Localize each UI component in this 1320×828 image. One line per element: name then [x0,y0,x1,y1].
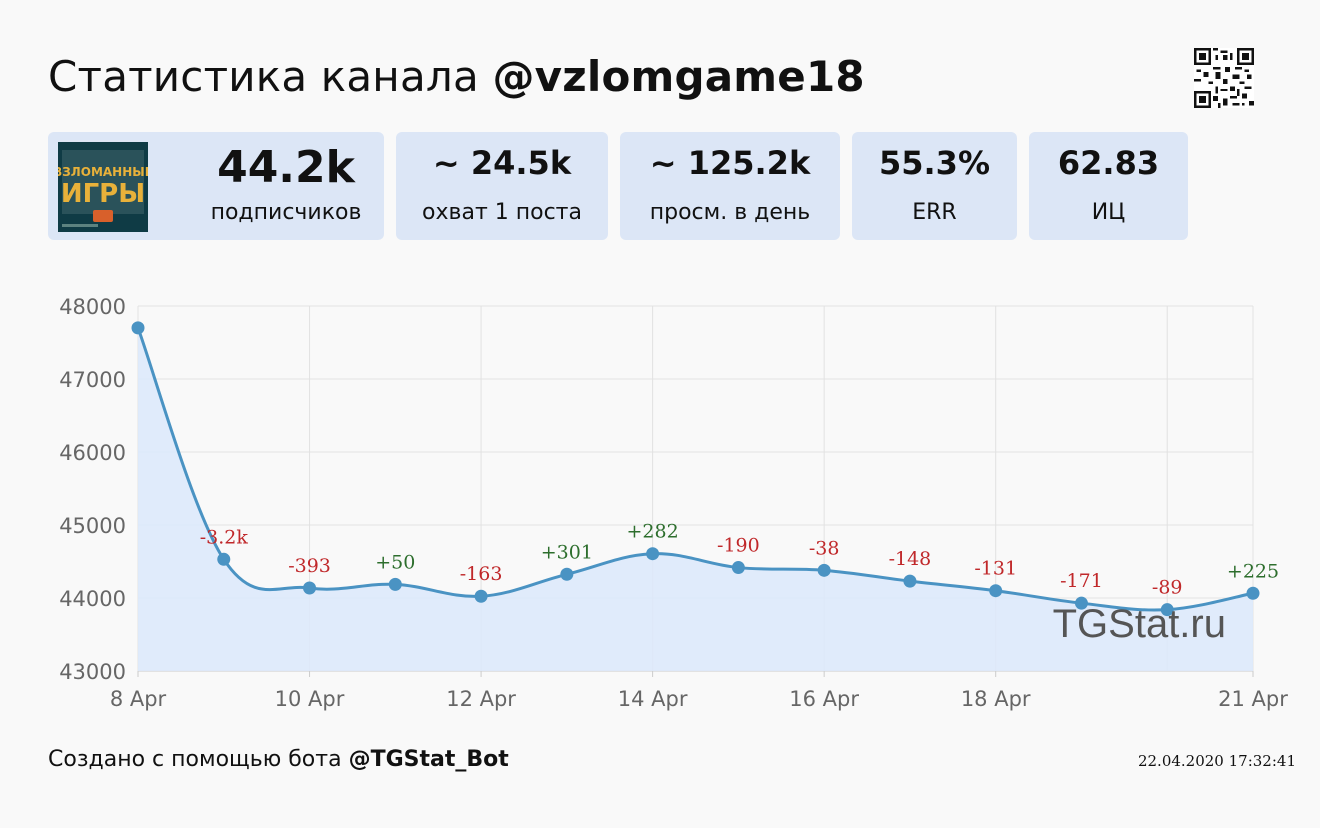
data-label: -163 [460,563,503,585]
bot-link[interactable]: @TGStat_Bot [348,747,509,772]
data-label: +225 [1227,560,1279,582]
subscribers-label: подписчиков [210,200,362,225]
citation-index-label: ИЦ [1091,200,1126,225]
err-value: 55.3% [878,144,990,182]
data-point[interactable] [474,589,488,603]
channel-handle[interactable]: @vzlomgame18 [492,52,865,101]
data-point[interactable] [817,563,831,577]
data-label: +50 [375,551,415,573]
watermark: TGStat.ru [1053,602,1226,646]
data-point[interactable] [989,584,1003,598]
x-tick-label: 12 Apr [446,687,516,711]
citation-index-card: 62.83 ИЦ [1029,132,1188,240]
data-point[interactable] [731,561,745,575]
err-label: ERR [912,200,957,225]
y-tick-label: 48000 [59,295,126,319]
x-tick-label: 14 Apr [618,687,688,711]
data-point[interactable] [131,321,145,335]
citation-index-value: 62.83 [1057,144,1160,182]
data-label: -171 [1060,570,1103,592]
data-point[interactable] [646,547,660,561]
reach-label: охват 1 поста [422,200,582,225]
x-tick-label: 16 Apr [789,687,859,711]
x-tick-label: 8 Apr [110,687,167,711]
chart-area-fill [138,327,1253,671]
data-label: +301 [541,541,593,563]
data-point[interactable] [903,574,917,588]
channel-avatar: ВЗЛОМАННЫЕ ИГРЫ [58,142,148,232]
err-card: 55.3% ERR [852,132,1017,240]
y-tick-label: 47000 [59,368,126,392]
data-label: -131 [974,558,1017,580]
subscribers-value: 44.2k [217,142,355,193]
data-label: -3.2k [200,526,249,548]
timestamp: 22.04.2020 17:32:41 [1137,752,1296,770]
footer-prefix: Создано с помощью бота [48,747,342,772]
data-point[interactable] [217,552,231,566]
data-label: -89 [1152,577,1183,599]
data-point[interactable] [1246,586,1260,600]
data-label: -148 [889,548,932,570]
daily-views-value: ~ 125.2k [649,144,811,182]
x-tick-label: 10 Apr [275,687,345,711]
data-point[interactable] [303,581,317,595]
daily-views-label: просм. в день [649,200,811,225]
data-label: +282 [627,521,679,543]
page-title: Статистика канала @vzlomgame18 [48,52,865,101]
data-label: -190 [717,535,760,557]
y-tick-label: 46000 [59,441,126,465]
data-point[interactable] [388,577,402,591]
data-point[interactable] [1160,603,1174,617]
reach-card: ~ 24.5k охват 1 поста [396,132,608,240]
y-tick-label: 45000 [59,514,126,538]
series-line [136,327,1254,612]
x-tick-label: 18 Apr [961,687,1031,711]
avatar-line1: ВЗЛОМАННЫЕ [58,165,148,179]
reach-value: ~ 24.5k [432,144,572,182]
x-tick-label: 21 Apr [1218,687,1288,711]
footer: Создано с помощью бота @TGStat_Bot [48,747,509,772]
subscribers-card: ВЗЛОМАННЫЕ ИГРЫ 44.2k подписчиков [48,132,384,240]
subscribers-chart: -3.2k -393 +50 -163 +301 +282 -190 -38 -148 -131 -… [59,295,1288,711]
qr-code-icon[interactable] [1194,48,1254,108]
data-label: -393 [288,555,331,577]
y-tick-label: 43000 [59,660,126,684]
y-tick-label: 44000 [59,587,126,611]
data-point[interactable] [1074,596,1088,610]
data-label: -38 [809,537,840,559]
data-point[interactable] [560,567,574,581]
title-prefix: Статистика канала [48,52,479,101]
daily-views-card: ~ 125.2k просм. в день [620,132,840,240]
avatar-line2: ИГРЫ [61,179,145,209]
